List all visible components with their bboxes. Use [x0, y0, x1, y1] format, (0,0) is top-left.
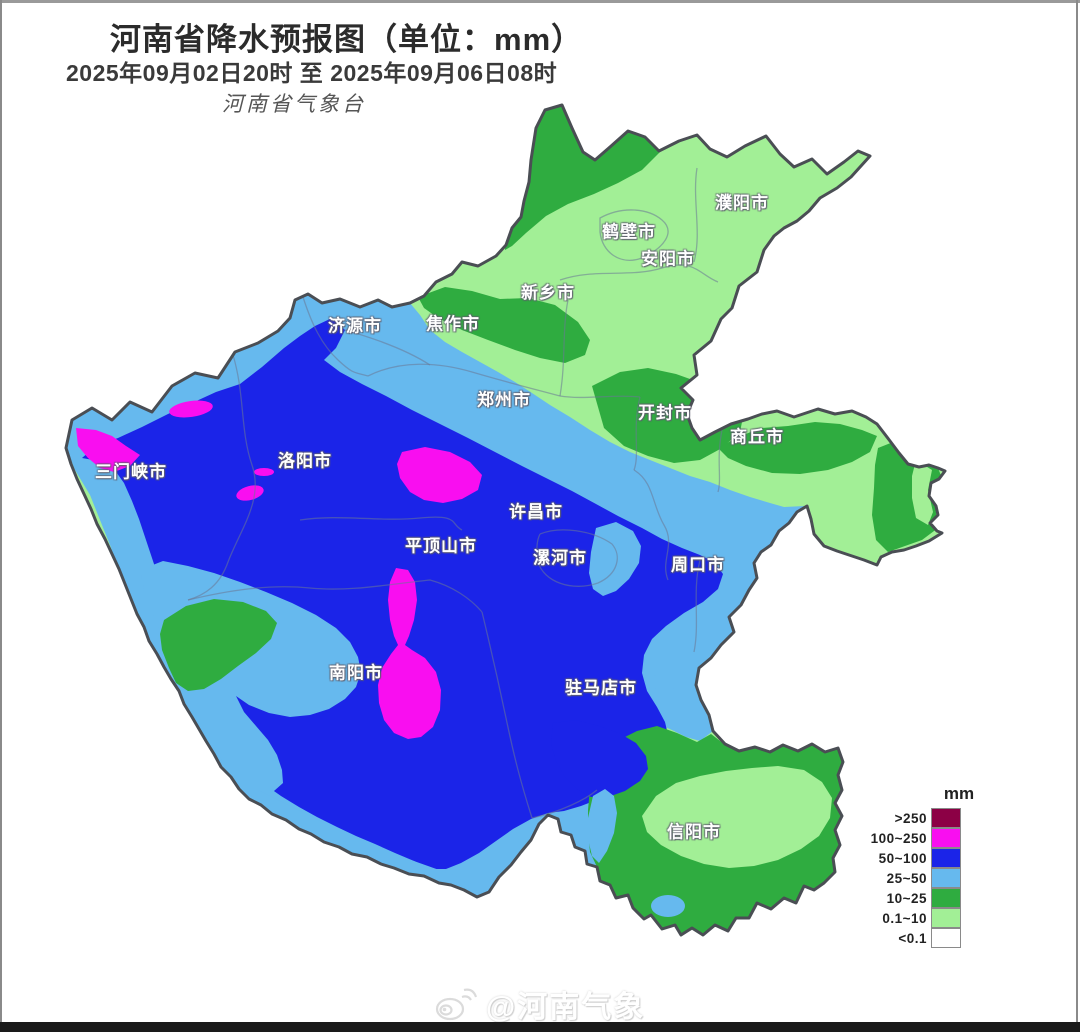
legend-label: <0.1: [898, 930, 927, 946]
strip-rain-25-50-south: [258, 790, 472, 889]
watermark-text: @河南气象: [486, 991, 646, 1024]
core-rain-100-250-d: [236, 485, 264, 501]
legend-row: <0.1: [845, 927, 961, 948]
legend-swatch: [931, 827, 961, 848]
patch-rain-25-50-small: [649, 674, 679, 690]
city-borders: [187, 167, 723, 819]
legend-label: 10~25: [886, 890, 927, 906]
city-label: 鹤壁市: [602, 222, 656, 242]
legend-swatch: [931, 807, 961, 828]
city-label: 三门峡市: [95, 462, 167, 482]
legend-label: 50~100: [878, 850, 927, 866]
legend-label: 100~250: [870, 830, 927, 846]
city-label: 焦作市: [426, 314, 480, 334]
frame-top-line: [0, 0, 1080, 3]
core-rain-100-250-b: [76, 428, 140, 472]
legend-row: 0.1~10: [845, 907, 961, 928]
core-rain-100-250-nanyang: [378, 568, 441, 739]
watermark: @河南气象: [432, 982, 645, 1026]
city-label: 信阳市: [667, 822, 721, 842]
legend-row: >250: [845, 807, 961, 828]
city-label: 濮阳市: [715, 193, 769, 213]
city-label: 开封市: [638, 403, 692, 423]
city-label: 驻马店市: [565, 678, 637, 698]
city-label: 周口市: [671, 555, 725, 575]
region-rain-10-25-north: [503, 106, 660, 250]
map-title: 河南省降水预报图（单位：mm）: [110, 22, 584, 57]
region-rain-0-10-xinyang-inner: [642, 766, 832, 868]
legend-label: >250: [894, 810, 927, 826]
region-rain-10-25-shangqiu: [718, 422, 877, 474]
core-rain-100-250-c: [254, 468, 274, 476]
legend-label: 0.1~10: [882, 910, 927, 926]
city-label: 新乡市: [521, 283, 575, 303]
legend-swatch: [931, 907, 961, 928]
frame-bottom-bar: [0, 1022, 1080, 1032]
legend-label: 25~50: [886, 870, 927, 886]
legend-row: 10~25: [845, 887, 961, 908]
legend-row: 25~50: [845, 867, 961, 888]
city-label: 洛阳市: [278, 451, 332, 471]
legend-title: mm: [943, 784, 975, 803]
legend-row: 50~100: [845, 847, 961, 868]
weibo-icon: [435, 988, 478, 1021]
city-label: 郑州市: [477, 390, 531, 410]
legend-swatch: [931, 847, 961, 868]
city-label: 平顶山市: [405, 536, 477, 556]
legend-rows: >250 100~250 50~100 25~50 10~25 0.1~10 <0.1: [845, 807, 961, 948]
city-label: 南阳市: [329, 663, 383, 683]
city-label: 许昌市: [509, 502, 563, 522]
legend-row: 100~250: [845, 827, 961, 848]
pocket-rain-50-100-xinyang-nw: [551, 720, 648, 797]
patch-rain-10-25-nanyang-west: [160, 599, 277, 691]
province-outline: [64, 103, 947, 937]
patch-rain-25-50-luohe: [589, 522, 641, 596]
city-label: 漯河市: [533, 548, 587, 568]
patch-rain-25-50-xinyang-south: [651, 895, 685, 917]
legend-swatch: [931, 887, 961, 908]
map-subtitle: 2025年09月02日20时 至 2025年09月06日08时: [66, 60, 558, 86]
patch-rain-25-50-xinyang-west: [588, 789, 617, 863]
map-agency: 河南省气象台: [222, 92, 366, 116]
legend-swatch: [931, 927, 961, 948]
frame-right-line: [1076, 0, 1078, 1032]
city-label: 商丘市: [730, 427, 784, 447]
region-rain-0-10-east-sliver: [912, 460, 933, 525]
legend-swatch: [931, 867, 961, 888]
region-rain-10-25-jiaozuo: [418, 287, 590, 363]
city-label: 安阳市: [641, 249, 695, 269]
core-rain-100-250-a: [169, 400, 213, 418]
city-label: 济源市: [328, 316, 382, 336]
frame-left-line: [0, 0, 2, 1032]
core-rain-100-250-ruzhou: [397, 447, 482, 503]
